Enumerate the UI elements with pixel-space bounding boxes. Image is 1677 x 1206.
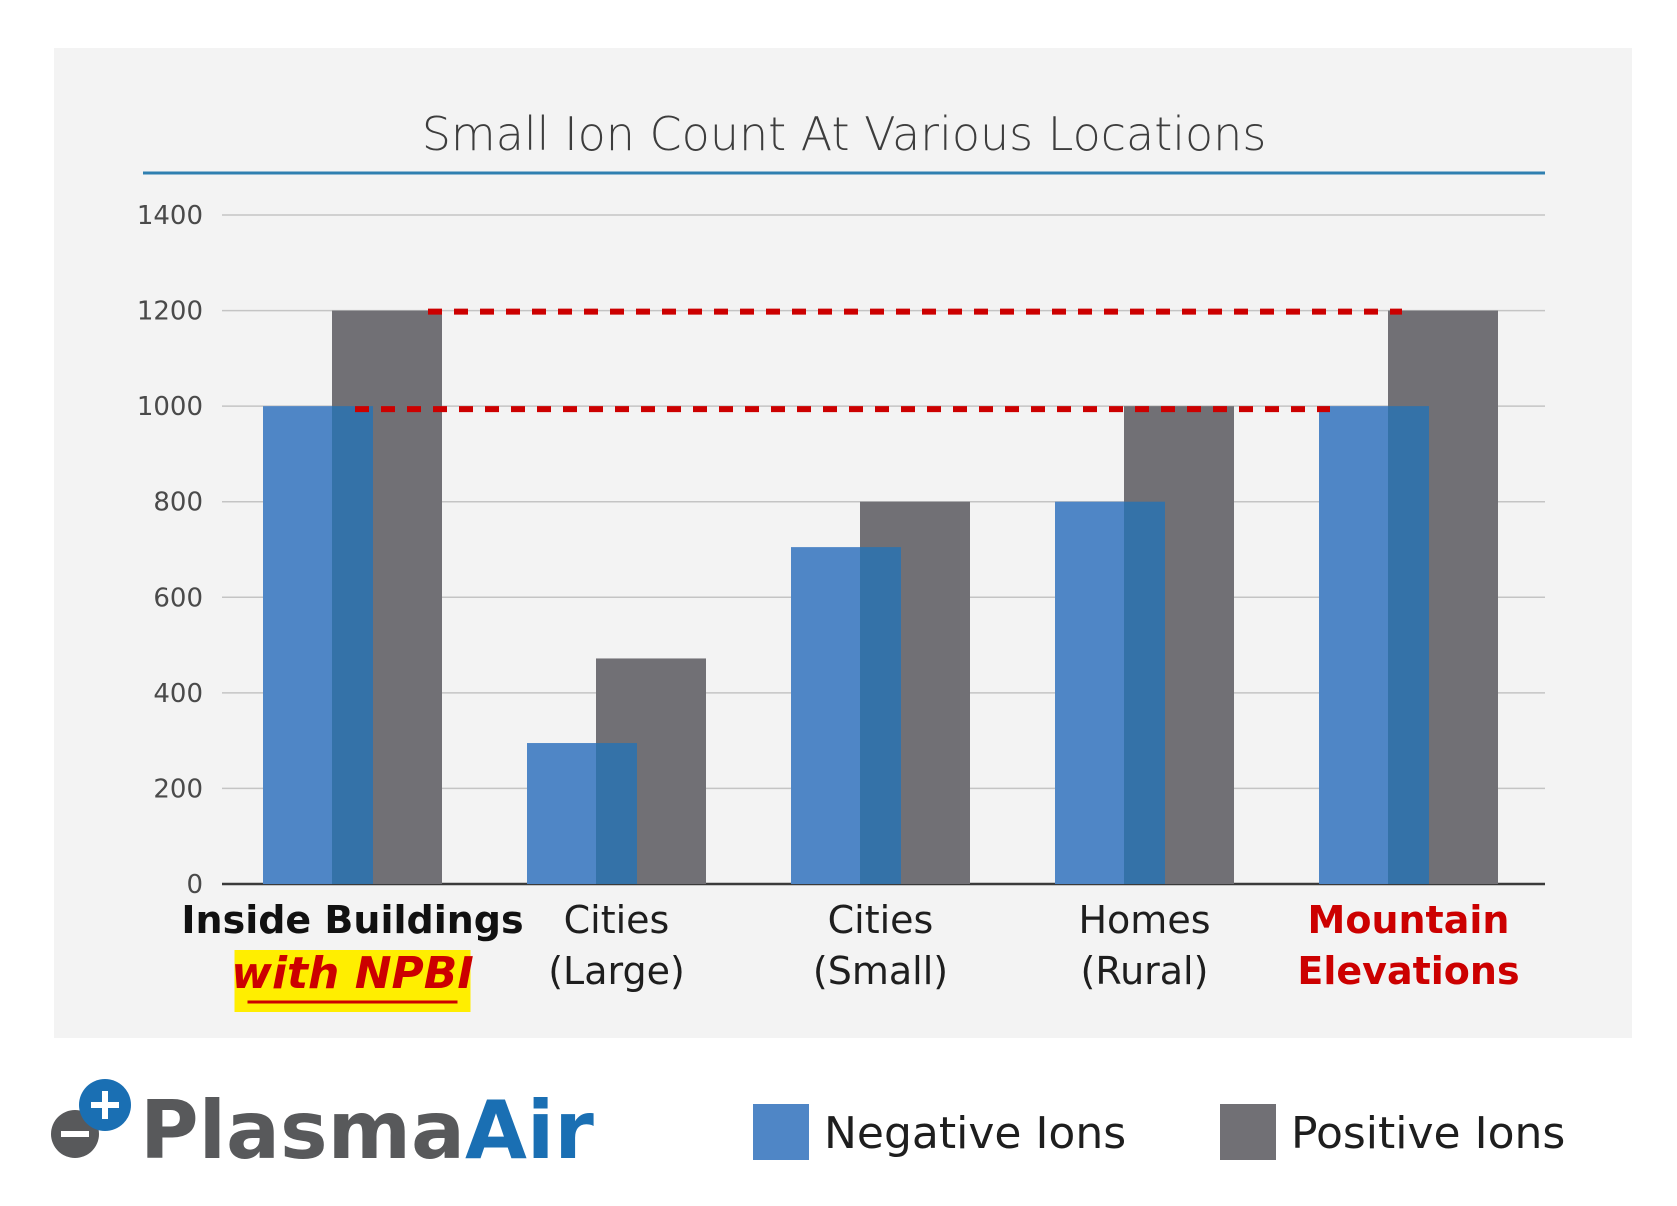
legend-swatch-positive (1220, 1104, 1276, 1160)
chart-title: Small Ion Count At Various Locations (422, 107, 1267, 161)
reference-lines (355, 308, 1402, 413)
category-label-line2: Elevations (1297, 949, 1519, 993)
logo-air: Air (465, 1084, 594, 1177)
y-tick-label: 200 (153, 774, 203, 804)
category-label-line2: with NPBI (231, 948, 473, 999)
category-label-line2: (Large) (548, 949, 685, 993)
y-tick-label: 1000 (137, 392, 203, 422)
minus-icon (61, 1131, 89, 1137)
category-label-line1: Inside Buildings (181, 898, 523, 942)
bar-overlap (596, 743, 637, 884)
category-label-line2: (Small) (813, 949, 948, 993)
bar-overlap (332, 406, 373, 884)
y-tick-label: 1400 (137, 201, 203, 231)
y-tick-labels: 0 200 400 600 800 1000 1200 1400 (137, 201, 203, 900)
y-tick-label: 1200 (137, 297, 203, 327)
logo-plasma: Plasma (140, 1084, 465, 1177)
logo-text: PlasmaAir (140, 1084, 594, 1177)
y-tick-label: 600 (153, 583, 203, 613)
category-label-line1: Homes (1078, 898, 1210, 942)
category-label-line2: (Rural) (1081, 949, 1209, 993)
y-tick-label: 0 (186, 870, 203, 900)
legend-swatch-negative (753, 1104, 809, 1160)
y-tick-label: 400 (153, 679, 203, 709)
bar-overlap (1388, 406, 1429, 884)
bar-overlap (1124, 501, 1165, 884)
legend: Negative Ions Positive Ions (753, 1104, 1565, 1160)
y-tick-label: 800 (153, 488, 203, 518)
plus-icon-v (102, 1091, 108, 1119)
legend-label-negative: Negative Ions (824, 1108, 1126, 1159)
category-label-line1: Mountain (1308, 898, 1510, 942)
category-label-line1: Cities (828, 898, 934, 942)
legend-label-positive: Positive Ions (1291, 1108, 1565, 1159)
category-label-line1: Cities (564, 898, 670, 942)
plasmaair-logo: PlasmaAir (51, 1079, 594, 1177)
bars (263, 310, 1498, 885)
bar-overlap (860, 547, 901, 884)
category-labels: Inside Buildings with NPBI Cities (Large) Ci… (181, 898, 1520, 1012)
